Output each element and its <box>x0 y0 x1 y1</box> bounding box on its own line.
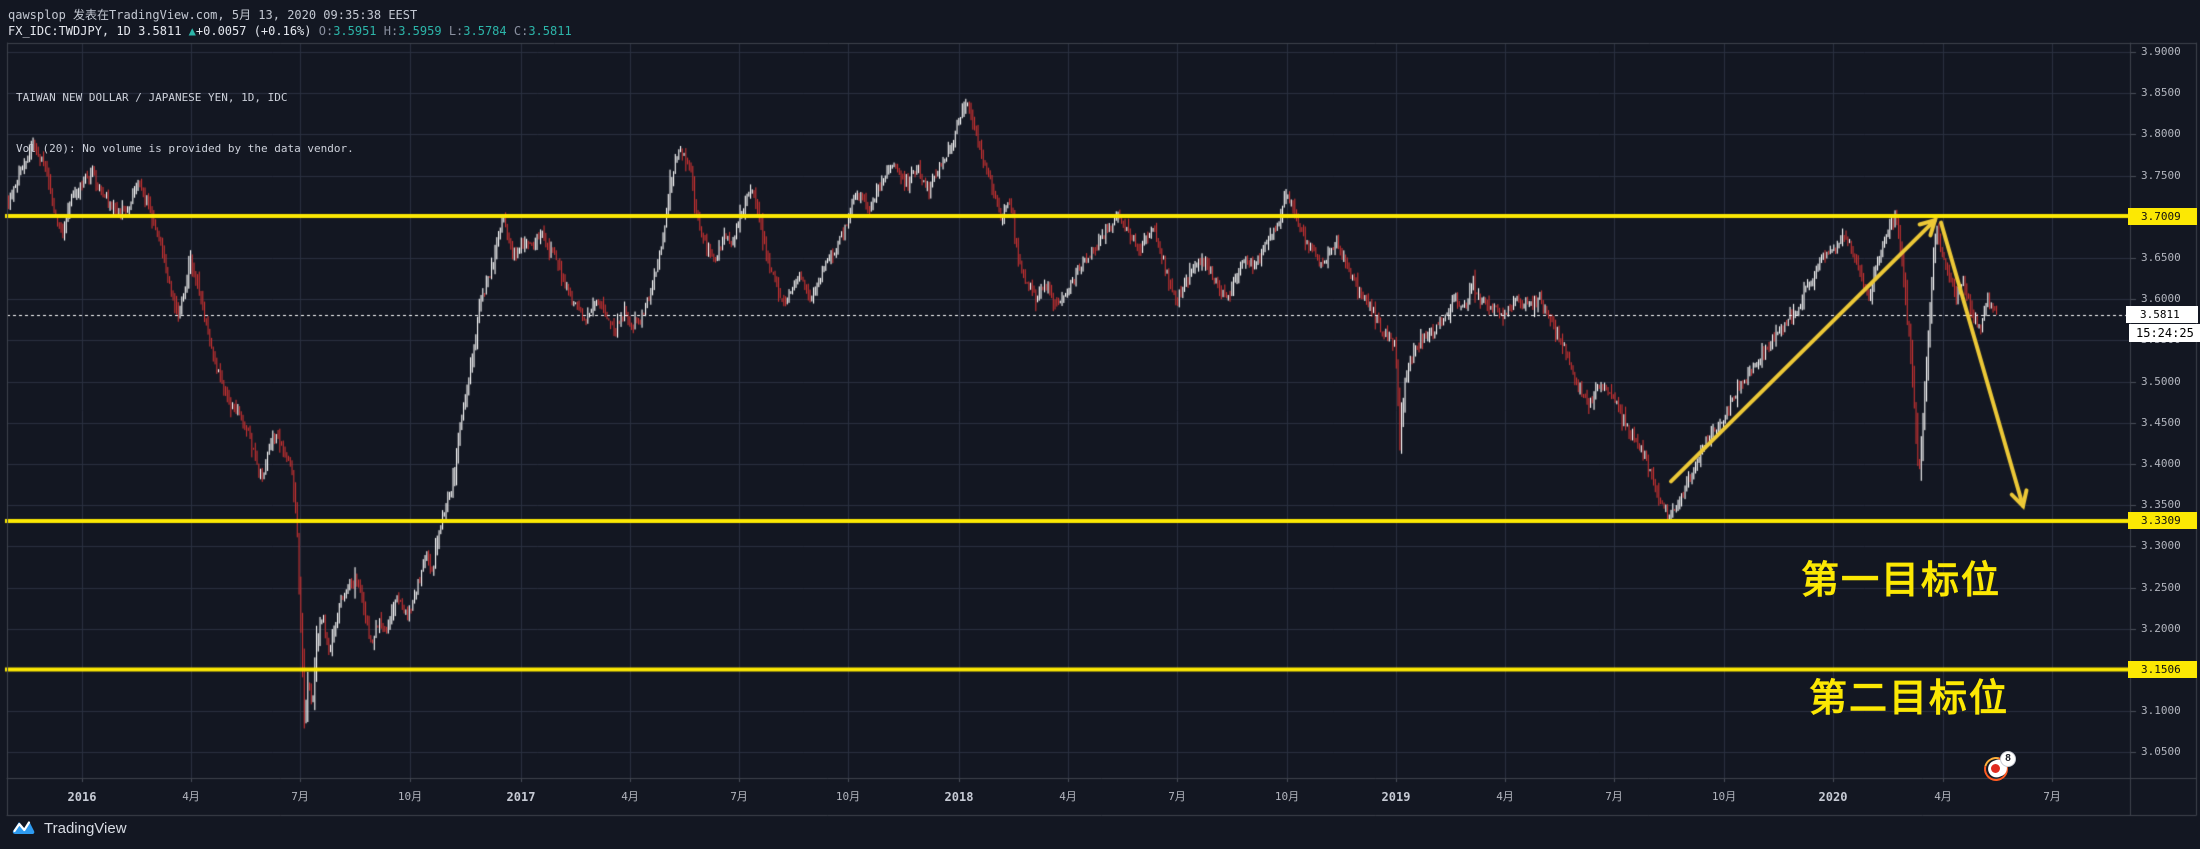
level-label-3-3309: 3.3309 <box>2128 512 2197 530</box>
time-tick-label: 2017 <box>506 790 536 804</box>
price-tick-label: 3.8500 <box>2141 86 2181 100</box>
time-tick-label: 4月 <box>1059 790 1077 803</box>
level-label-3-7009: 3.7009 <box>2128 207 2197 225</box>
chart-legend: TAIWAN NEW DOLLAR / JAPANESE YEN, 1D, ID… <box>16 55 354 191</box>
time-tick-label: 4月 <box>1496 790 1514 803</box>
time-tick-label: 2018 <box>944 790 974 804</box>
symbol-info-line: FX_IDC:TWDJPY, 1D 3.5811 ▲+0.0057 (+0.16… <box>8 24 572 38</box>
price-change: +0.0057 (+0.16%) <box>195 24 312 38</box>
up-arrow-icon: ▲ <box>188 24 196 38</box>
time-tick-label: 7月 <box>730 790 748 803</box>
time-tick-label: 7月 <box>1168 790 1186 803</box>
high-value: 3.5959 <box>398 24 442 38</box>
time-tick-label: 2019 <box>1381 790 1411 804</box>
time-tick-label: 10月 <box>1274 790 1300 803</box>
close-label: C: <box>513 24 529 38</box>
idea-marker[interactable]: 8 <box>1979 751 2018 786</box>
time-tick-label: 10月 <box>1711 790 1737 803</box>
price-tick-label: 3.0500 <box>2141 745 2181 759</box>
tradingview-logo-icon <box>12 821 35 834</box>
price-tick-label: 3.3000 <box>2141 539 2181 553</box>
low-value: 3.5784 <box>463 24 507 38</box>
time-tick-label: 4月 <box>182 790 200 803</box>
bar-countdown-label: 15:24:25 <box>2129 324 2200 343</box>
first-target-annotation: 第一目标位 <box>1801 558 2002 602</box>
tradingview-logo[interactable]: TradingView <box>10 818 127 838</box>
open-value: 3.5951 <box>333 24 377 38</box>
price-tick-label: 3.3500 <box>2141 498 2181 512</box>
price-tick-label: 3.6500 <box>2141 251 2181 264</box>
open-label: O: <box>318 24 334 38</box>
time-tick-label: 7月 <box>2043 790 2061 803</box>
tradingview-logo-text: TradingView <box>44 819 127 837</box>
second-target-annotation: 第二目标位 <box>1809 676 2010 720</box>
time-tick-label: 10月 <box>397 790 423 803</box>
price-tick-label: 3.4000 <box>2141 457 2181 470</box>
time-tick-label: 4月 <box>1934 790 1952 803</box>
time-tick-label: 4月 <box>621 790 639 803</box>
price-tick-label: 3.2500 <box>2141 580 2181 594</box>
idea-dot-icon <box>1991 764 2000 773</box>
interval: 1D <box>116 24 131 38</box>
price-tick-label: 3.2000 <box>2141 621 2181 635</box>
price-tick-label: 3.5000 <box>2141 374 2181 388</box>
level-label-3-1506: 3.1506 <box>2128 661 2197 678</box>
price-tick-label: 3.8000 <box>2141 127 2181 141</box>
price-tick-label: 3.9000 <box>2141 45 2181 58</box>
price-tick-label: 3.6000 <box>2141 292 2181 306</box>
close-value: 3.5811 <box>528 24 572 38</box>
price-tick-label: 3.4500 <box>2141 415 2181 429</box>
publish-byline: qawsplop 发表在TradingView.com, 5月 13, 2020… <box>8 8 418 22</box>
time-tick-label: 2020 <box>1818 790 1848 804</box>
time-tick-label: 10月 <box>835 790 861 803</box>
time-tick-label: 2016 <box>67 790 97 804</box>
price-tick-label: 3.7500 <box>2141 168 2181 182</box>
last-price: 3.5811 <box>138 24 182 38</box>
high-label: H: <box>383 24 399 38</box>
last-price-label: 3.5811 <box>2126 306 2198 324</box>
legend-title: TAIWAN NEW DOLLAR / JAPANESE YEN, 1D, ID… <box>16 91 288 104</box>
legend-volume-status: Vol (20): No volume is provided by the d… <box>16 142 354 155</box>
low-label: L: <box>448 24 464 38</box>
time-tick-label: 7月 <box>1605 790 1623 803</box>
price-tick-label: 3.1000 <box>2141 704 2181 718</box>
time-tick-label: 7月 <box>291 790 309 803</box>
symbol-name: FX_IDC:TWDJPY, <box>8 24 110 38</box>
idea-count-badge: 8 <box>2000 751 2016 767</box>
